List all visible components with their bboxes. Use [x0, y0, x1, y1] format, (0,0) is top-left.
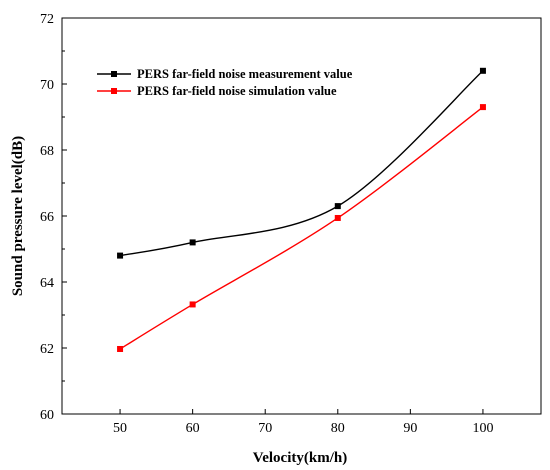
x-tick-label: 50 — [113, 421, 127, 436]
x-tick-label: 100 — [472, 421, 493, 436]
series-2-point — [479, 104, 486, 111]
y-tick-label: 62 — [40, 342, 54, 357]
x-tick-label: 90 — [403, 421, 417, 436]
series-1-point — [479, 67, 486, 74]
series-2-point — [189, 301, 196, 308]
series-line-1 — [119, 70, 484, 257]
series-2-point — [334, 214, 341, 221]
series-layer — [117, 67, 486, 352]
y-tick-label: 60 — [40, 408, 54, 423]
x-tick-label: 70 — [258, 421, 272, 436]
legend-marker-1 — [111, 71, 117, 77]
legend-marker-2 — [111, 88, 117, 94]
series-line-2 — [119, 106, 484, 350]
y-tick-label: 70 — [40, 78, 54, 93]
legend-label-1: PERS far-field noise measurement value — [137, 67, 353, 81]
y-tick-label: 68 — [40, 144, 54, 159]
x-axis: 50 60 70 80 90 100 — [113, 409, 493, 436]
legend: PERS far-field noise measurement value PE… — [97, 67, 353, 98]
y-tick-label: 72 — [40, 12, 54, 27]
x-axis-title: Velocity(km/h) — [253, 450, 347, 466]
y-tick-label: 66 — [40, 210, 54, 225]
y-axis-title: Sound pressure level(dB) — [10, 136, 26, 296]
series-1-point — [117, 252, 124, 259]
legend-label-2: PERS far-field noise simulation value — [137, 84, 337, 98]
series-1-point — [334, 203, 341, 210]
x-tick-label: 80 — [331, 421, 345, 436]
series-1-point — [189, 239, 196, 246]
y-axis: 60 62 64 66 68 70 72 — [40, 12, 67, 423]
x-tick-label: 60 — [186, 421, 200, 436]
series-2-point — [117, 345, 124, 352]
y-tick-label: 64 — [40, 276, 54, 291]
